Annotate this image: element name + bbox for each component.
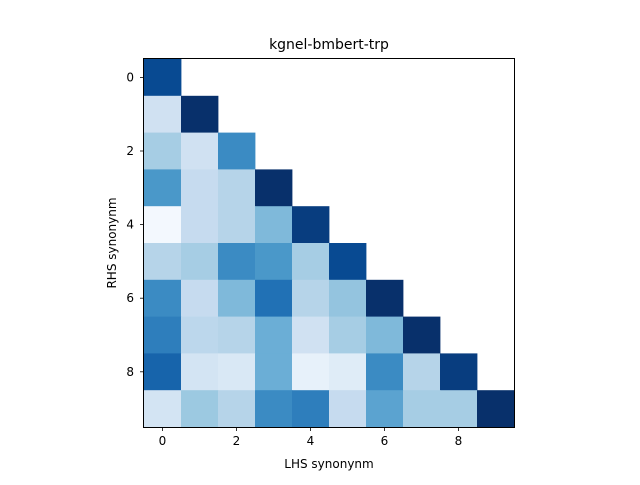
heatmap-cell-3-2 — [218, 169, 256, 207]
heatmap-cell-7-7 — [403, 316, 441, 354]
heatmap-cell-7-0 — [144, 316, 182, 354]
x-tick-label-6: 6 — [381, 434, 389, 448]
heatmap-cell-0-0 — [144, 59, 182, 97]
chart-title: kgnel-bmbert-trp — [269, 37, 389, 53]
x-tick-label-4: 4 — [307, 434, 315, 448]
heatmap-cell-1-1 — [181, 95, 219, 133]
heatmap-cell-3-1 — [181, 169, 219, 207]
heatmap-cells — [144, 59, 515, 428]
heatmap-cell-5-3 — [255, 243, 293, 281]
heatmap-cell-7-1 — [181, 316, 219, 354]
heatmap-cell-9-8 — [440, 390, 478, 428]
heatmap-cell-6-0 — [144, 279, 182, 317]
heatmap-cell-5-0 — [144, 243, 182, 281]
heatmap-cell-5-2 — [218, 243, 256, 281]
y-tick-label-4: 4 — [126, 218, 134, 232]
x-axis-label: LHS synonynm — [284, 457, 373, 471]
heatmap-cell-2-0 — [144, 132, 182, 170]
heatmap-cell-6-3 — [255, 279, 293, 317]
heatmap-cell-5-4 — [292, 243, 330, 281]
heatmap-cell-8-6 — [366, 353, 404, 391]
heatmap-cell-5-1 — [181, 243, 219, 281]
heatmap-cell-7-6 — [366, 316, 404, 354]
heatmap-cell-4-1 — [181, 206, 219, 244]
heatmap-cell-7-3 — [255, 316, 293, 354]
heatmap-cell-6-1 — [181, 279, 219, 317]
heatmap-cell-9-0 — [144, 390, 182, 428]
y-tick-label-0: 0 — [126, 70, 134, 84]
y-axis-ticks: 0 2 4 6 8 — [126, 70, 144, 379]
x-axis-ticks: 0 2 4 6 8 — [159, 427, 463, 448]
y-tick-label-6: 6 — [126, 291, 134, 305]
heatmap-cell-9-2 — [218, 390, 256, 428]
y-tick-label-8: 8 — [126, 365, 134, 379]
y-tick-label-2: 2 — [126, 144, 134, 158]
heatmap-cell-4-3 — [255, 206, 293, 244]
heatmap-cell-8-4 — [292, 353, 330, 391]
heatmap-cell-7-5 — [329, 316, 367, 354]
heatmap-cell-4-2 — [218, 206, 256, 244]
heatmap-cell-7-4 — [292, 316, 330, 354]
heatmap-cell-9-1 — [181, 390, 219, 428]
heatmap-cell-5-5 — [329, 243, 367, 281]
heatmap-cell-9-5 — [329, 390, 367, 428]
heatmap-cell-8-0 — [144, 353, 182, 391]
heatmap-cell-8-2 — [218, 353, 256, 391]
heatmap-cell-8-8 — [440, 353, 478, 391]
heatmap-cell-2-1 — [181, 132, 219, 170]
heatmap-cell-4-0 — [144, 206, 182, 244]
heatmap-cell-6-5 — [329, 279, 367, 317]
heatmap-cell-2-2 — [218, 132, 256, 170]
heatmap-cell-9-6 — [366, 390, 404, 428]
x-tick-label-0: 0 — [159, 434, 167, 448]
heatmap-cell-6-2 — [218, 279, 256, 317]
heatmap-cell-1-0 — [144, 95, 182, 133]
heatmap-cell-8-3 — [255, 353, 293, 391]
heatmap-cell-7-2 — [218, 316, 256, 354]
plot-frame — [143, 58, 515, 428]
heatmap-cell-9-4 — [292, 390, 330, 428]
heatmap-cell-8-5 — [329, 353, 367, 391]
heatmap-cell-9-9 — [477, 390, 515, 428]
x-tick-label-2: 2 — [233, 434, 241, 448]
heatmap-cell-6-4 — [292, 279, 330, 317]
y-axis-label: RHS synonynm — [105, 197, 119, 288]
heatmap-cell-9-7 — [403, 390, 441, 428]
heatmap-cell-3-0 — [144, 169, 182, 207]
heatmap-cell-8-1 — [181, 353, 219, 391]
heatmap-cell-8-7 — [403, 353, 441, 391]
heatmap-cell-3-3 — [255, 169, 293, 207]
x-tick-label-8: 8 — [455, 434, 463, 448]
heatmap-cell-6-6 — [366, 279, 404, 317]
heatmap-cell-4-4 — [292, 206, 330, 244]
heatmap-cell-9-3 — [255, 390, 293, 428]
